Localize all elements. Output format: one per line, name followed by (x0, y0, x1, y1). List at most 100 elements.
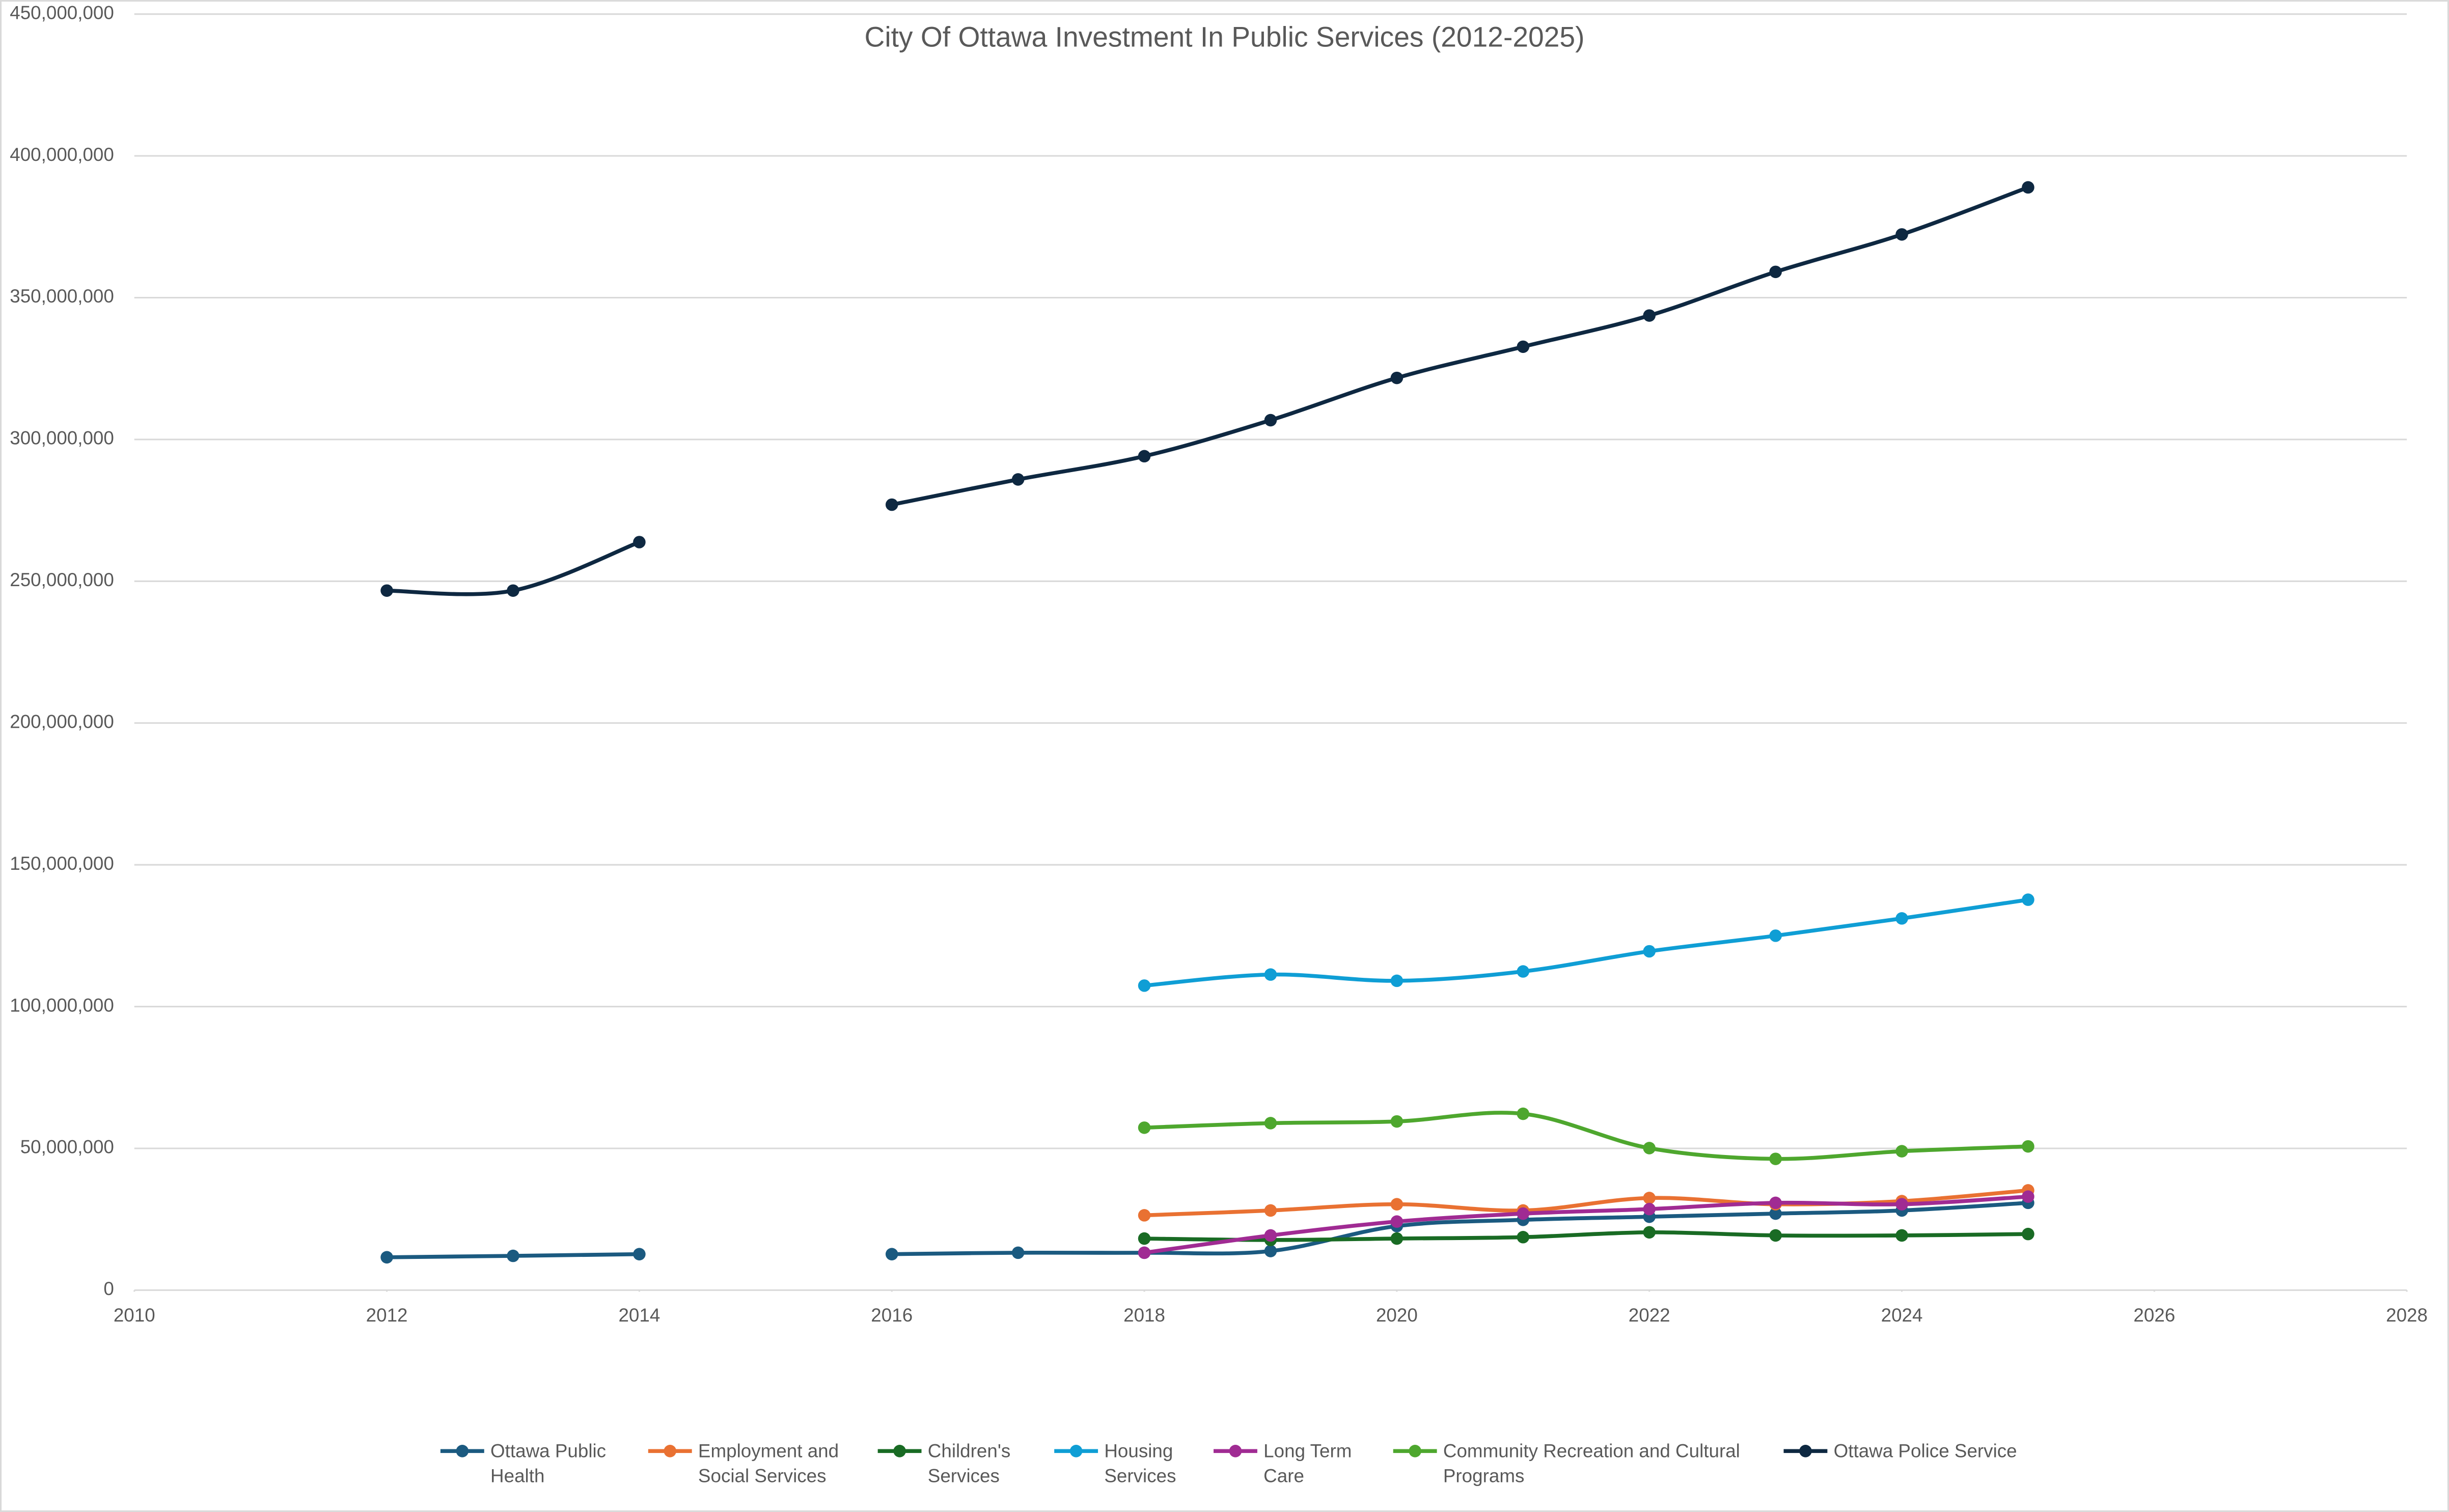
legend-label: Ottawa Public Health (490, 1440, 607, 1487)
series-line (1142, 1188, 2030, 1218)
data-point (1895, 228, 1908, 241)
data-point (1769, 265, 1782, 279)
y-tick-label: 300,000,000 (10, 428, 114, 449)
x-tick-label: 2012 (366, 1305, 408, 1326)
data-point (1769, 929, 1782, 942)
data-point (1895, 1145, 1908, 1158)
data-point (2022, 1140, 2034, 1153)
y-tick-label: 200,000,000 (10, 711, 114, 732)
legend-label-box: Employment and Social Services (698, 1440, 839, 1487)
legend-item: Long Term Care (1214, 1440, 1352, 1487)
data-point (1264, 1245, 1277, 1257)
data-point (1517, 340, 1530, 353)
legend-label: Housing Services (1104, 1440, 1176, 1487)
y-tick-label: 50,000,000 (20, 1137, 114, 1158)
data-point (1517, 1207, 1530, 1220)
legend-label-box: Long Term Care (1263, 1440, 1352, 1487)
data-point (1264, 968, 1277, 981)
data-point (885, 1248, 898, 1260)
data-point (1895, 912, 1908, 925)
x-tick-label: 2010 (114, 1305, 155, 1326)
data-point (1895, 1229, 1908, 1242)
data-point (380, 1251, 393, 1264)
y-tick-label: 100,000,000 (10, 995, 114, 1015)
legend-marker (1799, 1445, 1812, 1458)
data-point (1138, 1209, 1151, 1222)
data-point (1138, 1246, 1151, 1259)
data-point (380, 584, 393, 597)
data-point (1011, 1246, 1025, 1259)
data-point (1643, 1192, 1656, 1204)
x-tick-label: 2026 (2133, 1305, 2175, 1326)
y-tick-label: 250,000,000 (10, 569, 114, 590)
legend-marker (664, 1445, 676, 1458)
legend-marker (456, 1445, 469, 1458)
series-line (1142, 1111, 2030, 1161)
data-point (633, 536, 646, 548)
data-point (1643, 945, 1656, 958)
data-point (2022, 181, 2034, 194)
data-point (2022, 1227, 2034, 1241)
data-point (1643, 309, 1656, 322)
data-point (1643, 1202, 1656, 1216)
data-point (1264, 1229, 1277, 1242)
chart-title: City Of Ottawa Investment In Public Serv… (864, 21, 1584, 52)
x-tick-label: 2022 (1629, 1305, 1670, 1326)
x-tick-label: 2024 (1881, 1305, 1923, 1326)
data-point (1769, 1229, 1782, 1242)
data-point (1390, 1198, 1404, 1211)
data-point (1264, 1204, 1277, 1217)
x-tick-label: 2014 (618, 1305, 660, 1326)
data-point (1643, 1142, 1656, 1154)
legend-label: Ottawa Police Service (1833, 1440, 2017, 1462)
data-point (1895, 1198, 1908, 1211)
data-point (1390, 974, 1404, 987)
x-tick-label: 2020 (1376, 1305, 1418, 1326)
series-line (1142, 1194, 2030, 1255)
legend-marker (1409, 1445, 1421, 1458)
legend-marker (1069, 1445, 1083, 1458)
data-point (507, 1249, 519, 1262)
data-point (1138, 1121, 1151, 1134)
data-point (1011, 473, 1025, 486)
y-tick-label: 450,000,000 (10, 2, 114, 23)
data-point (1769, 1196, 1782, 1209)
legend-label-box: Community Recreation and Cultural Progra… (1443, 1440, 1740, 1487)
data-point (507, 584, 519, 597)
legend-marker (893, 1445, 906, 1458)
legend-label: Children's Services (927, 1440, 1011, 1487)
x-tick-label: 2028 (2386, 1305, 2428, 1326)
data-point (1390, 1115, 1404, 1128)
data-point (1517, 965, 1530, 978)
data-point (885, 498, 898, 511)
legend-label: Long Term Care (1263, 1440, 1352, 1487)
legend-label-box: Housing Services (1104, 1440, 1176, 1487)
legend-item: Housing Services (1054, 1440, 1176, 1487)
data-point (2022, 893, 2034, 906)
data-point (2022, 1190, 2034, 1203)
series-line (1142, 1230, 2030, 1242)
legend-item: Ottawa Public Health (440, 1440, 607, 1487)
data-point (1264, 414, 1277, 427)
data-point (1138, 450, 1151, 463)
legend-label: Employment and Social Services (698, 1440, 839, 1487)
x-tick-label: 2018 (1123, 1305, 1165, 1326)
legend-item: Ottawa Police Service (1783, 1440, 2017, 1462)
data-point (1138, 1232, 1151, 1245)
legend-item: Children's Services (877, 1440, 1011, 1487)
data-point (1390, 1215, 1404, 1228)
y-tick-label: 350,000,000 (10, 286, 114, 307)
data-point (1643, 1226, 1656, 1239)
legend-label-box: Children's Services (927, 1440, 1011, 1487)
data-point (1769, 1152, 1782, 1165)
data-point (1517, 1231, 1530, 1244)
data-point (1390, 1232, 1404, 1245)
data-point (1769, 1207, 1782, 1220)
y-tick-label: 0 (103, 1278, 114, 1299)
y-tick-label: 400,000,000 (10, 144, 114, 165)
legend-label-box: Ottawa Police Service (1833, 1440, 2017, 1462)
x-tick-label: 2016 (871, 1305, 913, 1326)
series-line (1142, 897, 2030, 988)
